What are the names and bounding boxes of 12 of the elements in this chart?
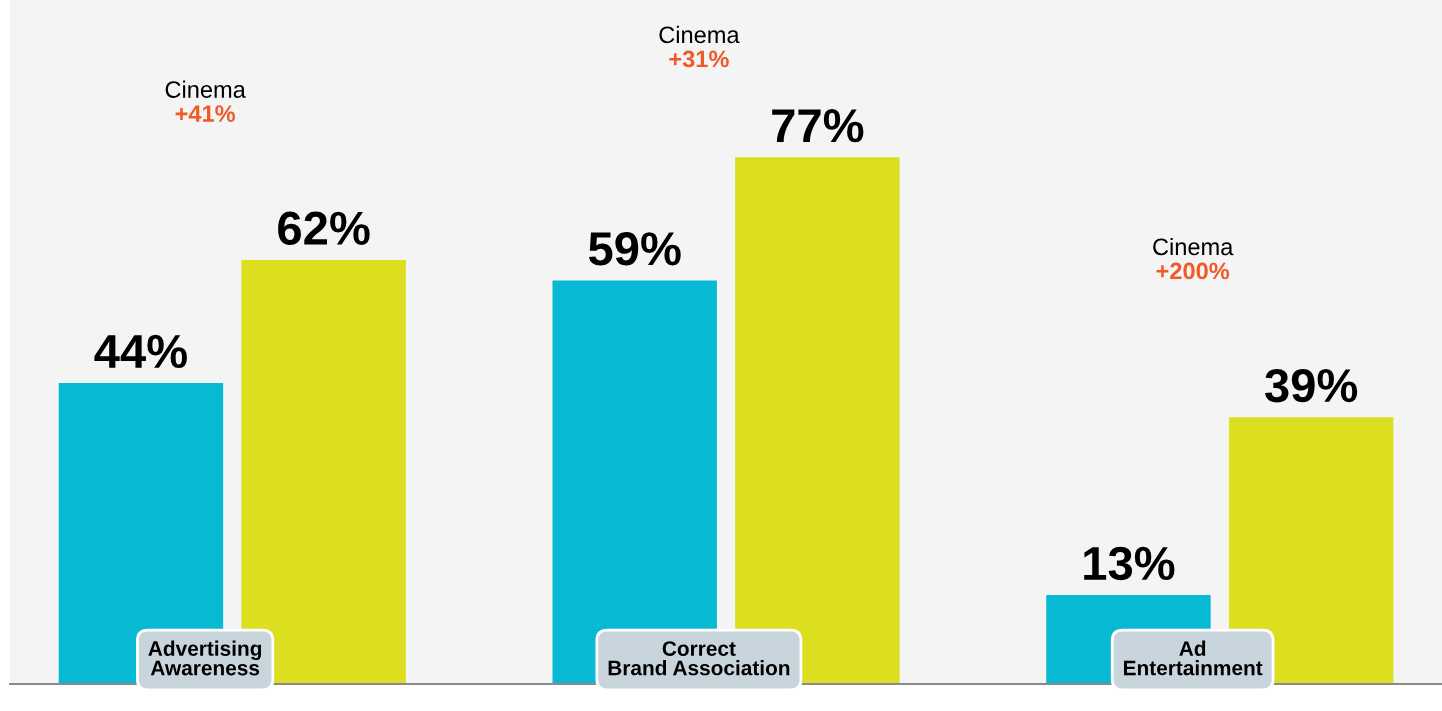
x-tick-label: Advertising Awareness — [148, 640, 262, 676]
data-label: 77% — [772, 109, 864, 143]
data-label: 39% — [1264, 368, 1358, 403]
data-label: 62% — [278, 211, 370, 246]
x-tick-label: Correct Brand Association — [608, 641, 790, 676]
x-tick-label: Ad Entertainment — [1124, 640, 1263, 676]
data-label: 44% — [94, 334, 187, 369]
text: Cinema +41% — [165, 80, 246, 122]
data-label: 13% — [1084, 546, 1175, 581]
text: Cinema +31% — [659, 25, 740, 68]
data-label: 59% — [588, 232, 681, 266]
text: Cinema +200% — [1153, 237, 1234, 280]
